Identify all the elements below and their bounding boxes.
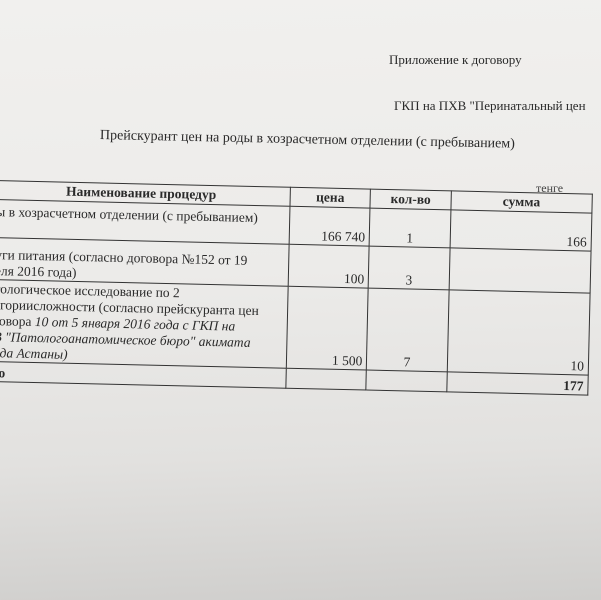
row-name: уги питания (согласно договора №152 от 1… (0, 237, 289, 287)
col-qty-header: кол-во (370, 189, 452, 210)
total-price-empty (285, 368, 367, 391)
organization-label: ГКП на ПХВ "Перинатальный цен (394, 98, 586, 113)
row-name-text: говора (0, 313, 32, 329)
total-sum: 177 (446, 371, 589, 396)
row-qty: 1 (369, 208, 451, 248)
total-qty-empty (366, 370, 447, 392)
row-name: ы в хозрасчетном отделении (с пребывание… (0, 199, 290, 245)
row-sum: 10 (446, 289, 591, 376)
row-name: тологическое исследование по 2 егориисло… (0, 279, 289, 369)
appendix-label: Приложение к договору (389, 52, 522, 67)
row-name-line: ы в хозрасчетном отделении (с пребывание… (0, 204, 259, 226)
row-price: 1 500 (286, 286, 369, 371)
row-sum: 166 (449, 209, 592, 252)
row-price: 100 (288, 244, 370, 289)
row-sum (448, 247, 592, 294)
row-price: 166 740 (288, 206, 371, 247)
currency-label: тенге (536, 181, 564, 195)
row-qty: 3 (368, 246, 450, 290)
table-row: тологическое исследование по 2 егориисло… (0, 279, 591, 376)
col-price-header: цена (289, 187, 371, 209)
document-title: Прейскурант цен на роды в хозрасчетном о… (99, 128, 516, 152)
price-table: Наименование процедур цена кол-во сумма … (0, 180, 593, 396)
row-qty: 7 (366, 288, 449, 372)
